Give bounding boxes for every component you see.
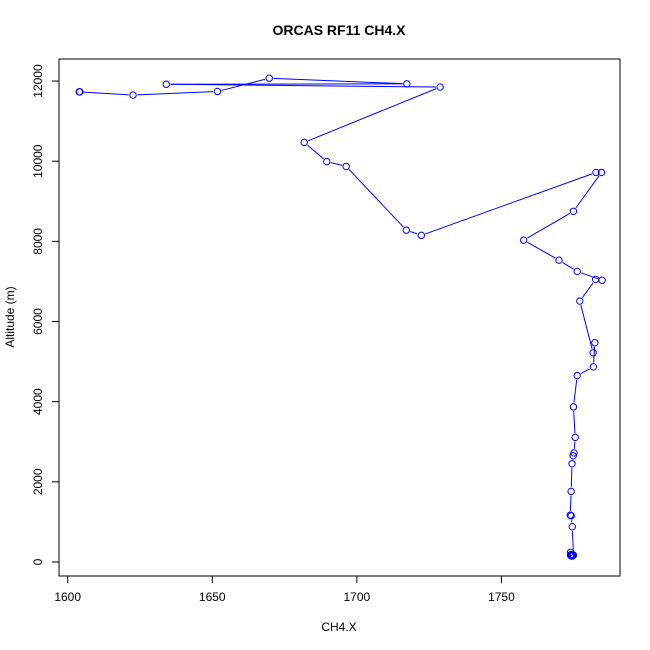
x-axis-label: CH4.X [321,620,356,634]
y-tick-label: 2000 [31,468,45,495]
data-point [570,449,578,457]
series-segment [83,91,129,96]
data-point [566,511,574,519]
series-segment [307,88,437,142]
data-point [129,91,137,99]
data-point [342,162,350,171]
data-point [403,80,411,88]
data-point [573,371,581,380]
series-segment [330,162,343,166]
series-segment [573,411,576,434]
series-segment [573,441,576,449]
y-axis: 0 2000 4000 6000 8000 10000 12000 [31,64,60,565]
data-point [569,403,578,411]
data-point [568,460,576,468]
data-point [573,267,581,276]
data-point [589,349,597,357]
data-point [571,433,579,442]
series-segment [527,212,571,239]
series-segment [580,368,590,375]
y-tick-label: 12000 [31,64,45,98]
x-axis: 1600 1650 1700 1750 [54,575,515,604]
series-segment [307,144,324,160]
series-segment [527,241,556,259]
data-point [567,487,575,496]
series-segment [570,467,573,488]
series-segment [573,379,578,403]
series-segment [569,495,572,511]
plot-frame [58,58,621,577]
data-point [162,80,170,88]
series-segment [580,272,599,280]
data-point [598,276,606,284]
series-points-group [75,74,606,560]
data-point [592,168,600,177]
data-point [417,231,426,240]
series-segment [575,175,600,209]
x-tick-label: 1650 [199,590,226,604]
series-segment [580,305,593,349]
data-point [323,157,331,166]
series-segment [170,83,436,88]
series-segment [137,91,214,96]
data-point [597,168,606,177]
series-segment [348,169,404,228]
chart-title: ORCAS RF11 CH4.X [272,22,406,38]
data-point [213,87,222,96]
data-point [265,74,273,82]
y-tick-label: 10000 [31,144,45,178]
data-point [567,512,575,520]
data-point [591,339,599,347]
data-point [576,297,584,305]
data-point [402,226,410,234]
series-segment [221,78,266,91]
data-point [568,523,576,531]
series-segment [581,282,594,298]
data-point [555,256,563,264]
y-tick-label: 6000 [31,308,45,335]
series-segment [273,77,403,85]
data-point [569,551,578,559]
y-axis-label: Altitude (m) [3,286,17,347]
data-point [520,236,528,244]
data-point [589,363,598,371]
y-tick-label: 8000 [31,228,45,255]
data-point [76,88,84,96]
y-tick-label: 4000 [31,388,45,415]
data-point [300,138,308,147]
series-segment [562,261,574,270]
data-point [592,275,600,284]
data-point [569,207,578,215]
series-segment [425,173,593,235]
series-line-group [83,77,600,551]
series-segment [571,530,574,551]
y-tick-label: 0 [31,558,45,565]
x-tick-label: 1700 [343,590,370,604]
x-tick-label: 1750 [488,590,515,604]
series-segment [410,231,418,235]
x-tick-label: 1600 [54,590,81,604]
data-point [436,83,444,91]
